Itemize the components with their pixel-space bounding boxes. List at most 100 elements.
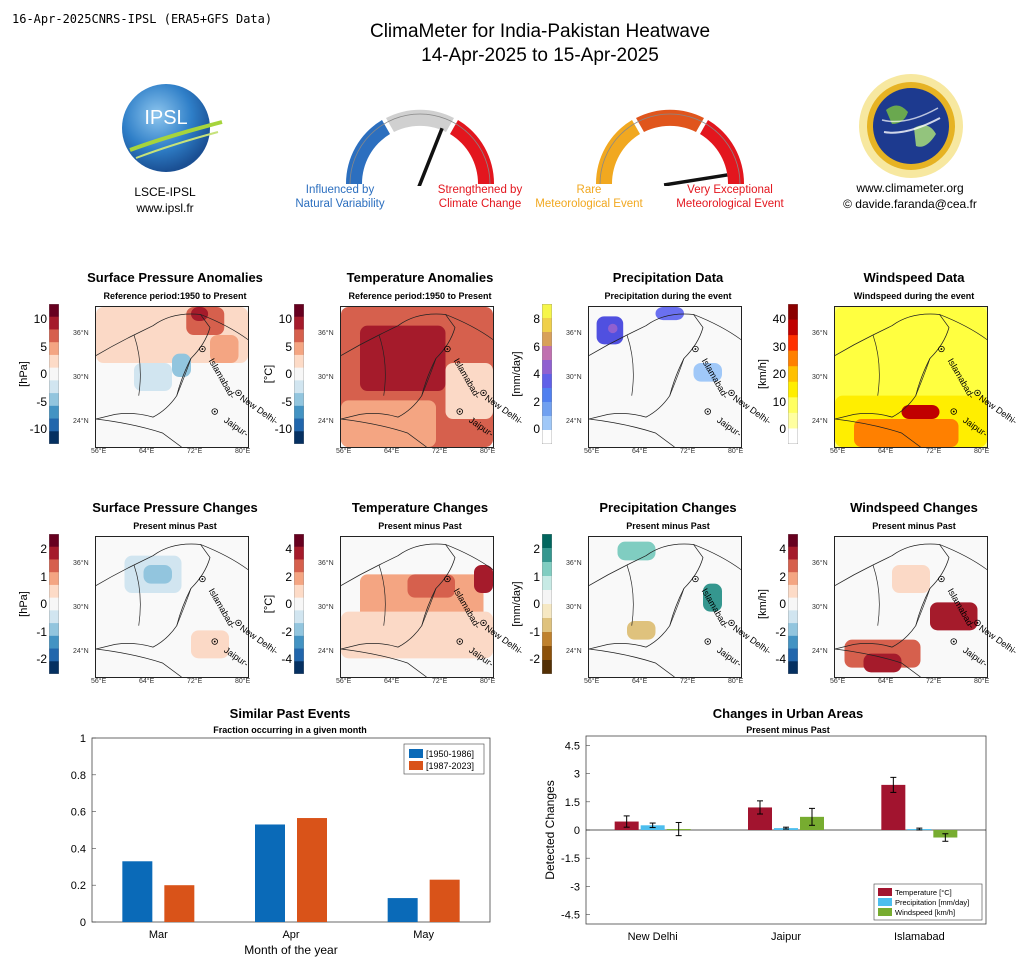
row1-panel-3-title: Windspeed Data: [863, 270, 965, 285]
row2-panel-1-colorbar-unit: [°C]: [263, 594, 275, 614]
climameter-url: www.climameter.org: [856, 181, 964, 195]
row1-panel-1-lon-tick: 64°E: [384, 448, 400, 455]
y-tick-label: 1: [80, 733, 86, 745]
y-tick-label: -4.5: [561, 910, 580, 922]
row2-panel-2-lat-tick: 30°N: [566, 604, 582, 611]
y-tick-label: 3: [574, 769, 580, 781]
row1-panel-2-colorbar-tick: 0: [533, 422, 540, 436]
row1-panel-0-colorbar-tick: 10: [33, 312, 47, 326]
y-tick-label: -1.5: [561, 853, 580, 865]
row1-panel-3-lon-tick: 72°E: [926, 448, 942, 455]
row2-panel-1-lat-tick: 36°N: [318, 560, 334, 567]
row2-panel-3-colorbar-tick: 2: [779, 569, 786, 584]
y-tick-label: 0.2: [71, 880, 86, 892]
row1-panel-2-colorbar-tick: 4: [533, 367, 540, 381]
row2-panel-3-colorbar-tick: 0: [779, 597, 786, 611]
climameter-globe-logo: [856, 70, 966, 182]
row1-panel-2-lat-tick: 30°N: [566, 374, 582, 381]
row2-panel-1-colorbar-tick: 0: [285, 597, 292, 611]
row1-panel-3-map: [834, 306, 988, 448]
legend-swatch: [878, 898, 892, 906]
row2-panel-2-subtitle: Present minus Past: [626, 521, 710, 531]
x-tick-label: Apr: [282, 929, 299, 941]
urban-changes-chart: 4.5 3 1.5 0 -1.5 -3 -4.5 Detected Changes New De…: [543, 735, 987, 943]
legend-swatch: [878, 908, 892, 916]
y-tick-label: 0: [80, 917, 86, 929]
row1-panel-1-colorbar-tick: -10: [274, 422, 292, 436]
row1-panel-0-colorbar-unit: [hPa]: [18, 361, 30, 387]
row1-panel-3-lat-tick: 30°N: [812, 374, 828, 381]
y-tick-label: 0.8: [71, 770, 86, 782]
row2-panel-3-lon-tick: 64°E: [878, 678, 894, 685]
bar-May-1: [429, 879, 460, 922]
row2-panel-3-subtitle: Present minus Past: [872, 521, 956, 531]
row1-panel-1-lon-tick: 80°E: [480, 448, 496, 455]
row1-panel-2-title: Precipitation Data: [612, 270, 724, 285]
title-line-1: ClimaMeter for India-Pakistan Heatwave: [369, 21, 711, 42]
bar-Apr-1: [297, 818, 327, 922]
urban-changes-title: Changes in Urban Areas: [712, 706, 864, 721]
row1-panel-0-lon-tick: 56°E: [91, 448, 107, 455]
row2-panel-2-lat-tick: 36°N: [566, 560, 582, 567]
y-tick-label: 4.5: [565, 740, 580, 752]
gauge-seg-climate: [450, 120, 495, 184]
row1-panel-1-colorbar-tick: 10: [278, 312, 292, 326]
row2-panel-1-lon-tick: 64°E: [384, 678, 400, 685]
row2-panel-0-lat-tick: 24°N: [73, 648, 89, 655]
y-tick-label: 0: [574, 825, 580, 837]
row1-panel-1-lon-tick: 56°E: [336, 448, 352, 455]
row2-panel-1-colorbar-tick: 4: [285, 542, 292, 556]
row2-panel-1-colorbar-tick: 2: [285, 569, 292, 584]
row1-panel-0-map: [95, 306, 249, 448]
row1-panel-3-lon-tick: 56°E: [830, 448, 846, 455]
row2-panel-2-title: Precipitation Changes: [599, 500, 737, 515]
row2-panel-0-colorbar-tick: -1: [36, 624, 47, 639]
x-tick-label: Jaipur: [771, 931, 801, 943]
gauge-label-natural-1: Influenced by: [305, 184, 375, 196]
row1-panel-1-title: Temperature Anomalies: [346, 270, 494, 285]
row2-panel-2-lon-tick: 80°E: [728, 678, 744, 685]
row2-panel-0-lon-tick: 72°E: [187, 678, 203, 685]
x-tick-label: New Delhi: [628, 931, 678, 943]
row1-panel-0-lat-tick: 36°N: [73, 330, 89, 337]
gauge-label-climate-2: Climate Change: [438, 198, 522, 210]
gauge-needle-attribution: [417, 127, 444, 186]
rarity-gauge: [595, 109, 745, 186]
row2-panel-0-colorbar-unit: [hPa]: [18, 591, 30, 617]
row2-panel-3-colorbar-tick: 4: [779, 542, 786, 556]
row2-panel-2-colorbar-unit: [mm/day]: [511, 581, 523, 627]
gauge-label-rare-1: Rare: [576, 184, 602, 196]
urban-changes-subtitle: Present minus Past: [746, 725, 830, 735]
page-title: ClimaMeter for India-Pakistan Heatwave 1…: [0, 20, 1024, 68]
row1-panel-1-colorbar: [294, 304, 304, 444]
bar-Mar-0: [122, 861, 153, 922]
row2-panel-2-colorbar-tick: -2: [529, 652, 540, 666]
ipsl-logo: IPSL: [118, 78, 228, 188]
row2-panel-1-lat-tick: 24°N: [318, 648, 334, 655]
gauge-needle-rarity: [663, 173, 728, 186]
row2-panel-1-lon-tick: 56°E: [336, 678, 352, 685]
row2-panel-3-title: Windspeed Changes: [850, 500, 978, 515]
row1-panel-2-lat-tick: 24°N: [566, 418, 582, 425]
row2-panel-3-lat-tick: 30°N: [812, 604, 828, 611]
row2-panel-0-subtitle: Present minus Past: [133, 521, 217, 531]
row2-panel-1-map: [340, 536, 494, 678]
row2-panel-0-lon-tick: 64°E: [139, 678, 155, 685]
gauge-label-very-exceptional-2: Meteorological Event: [676, 198, 784, 210]
row1-panel-0-colorbar-tick: -10: [29, 422, 47, 436]
row1-panel-0-lat-tick: 24°N: [73, 418, 89, 425]
row1-panel-1-colorbar-tick: 5: [285, 339, 292, 354]
row2-panel-0-colorbar-tick: 2: [40, 542, 47, 556]
row1-panel-1-subtitle: Reference period:1950 to Present: [348, 291, 492, 301]
gauge-seg-very-exceptional: [700, 120, 745, 184]
row1-panel-3-lat-tick: 24°N: [812, 418, 828, 425]
row1-panel-3-colorbar: [788, 304, 798, 444]
y-tick-label: -3: [570, 881, 580, 893]
row2-panel-3-lon-tick: 80°E: [974, 678, 990, 685]
y-axis-label: Detected Changes: [543, 780, 557, 879]
row1-panel-1-lat-tick: 24°N: [318, 418, 334, 425]
gauge-label-rare-2: Meteorological Event: [535, 198, 643, 210]
row1-panel-1-lon-tick: 72°E: [432, 448, 448, 455]
row1-panel-0-lon-tick: 80°E: [235, 448, 251, 455]
row2-panel-0-colorbar: [49, 534, 59, 674]
